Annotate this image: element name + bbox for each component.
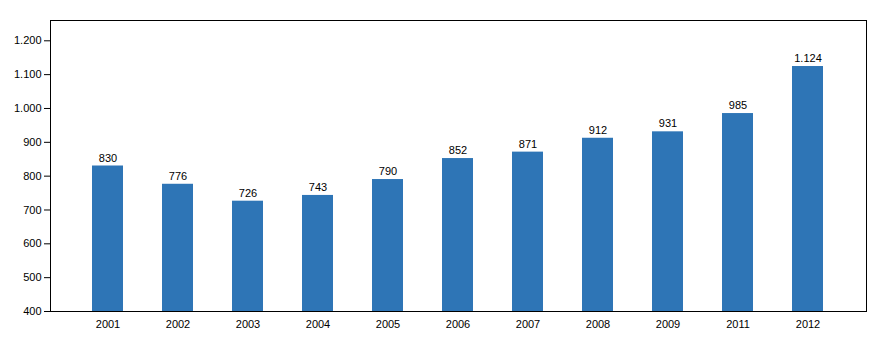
svg-text:600: 600 (23, 237, 41, 249)
svg-text:726: 726 (239, 187, 257, 199)
svg-text:2006: 2006 (446, 318, 470, 330)
svg-text:2011: 2011 (726, 318, 750, 330)
svg-text:985: 985 (729, 99, 747, 111)
svg-text:776: 776 (169, 170, 187, 182)
svg-text:700: 700 (23, 204, 41, 216)
svg-text:1.124: 1.124 (794, 52, 822, 64)
svg-text:830: 830 (99, 152, 117, 164)
svg-text:852: 852 (449, 144, 467, 156)
svg-text:2005: 2005 (376, 318, 400, 330)
svg-text:1.000: 1.000 (14, 102, 42, 114)
svg-text:743: 743 (309, 181, 327, 193)
svg-text:800: 800 (23, 170, 41, 182)
svg-text:900: 900 (23, 136, 41, 148)
svg-text:790: 790 (379, 165, 397, 177)
svg-text:2008: 2008 (586, 318, 610, 330)
svg-text:500: 500 (23, 271, 41, 283)
svg-text:2001: 2001 (96, 318, 120, 330)
svg-text:2009: 2009 (656, 318, 680, 330)
svg-text:2004: 2004 (306, 318, 330, 330)
svg-text:1.100: 1.100 (14, 68, 42, 80)
svg-text:871: 871 (519, 138, 537, 150)
svg-text:2012: 2012 (796, 318, 820, 330)
svg-text:2007: 2007 (516, 318, 540, 330)
svg-text:400: 400 (23, 305, 41, 317)
svg-text:1.200: 1.200 (14, 34, 42, 46)
svg-text:2002: 2002 (166, 318, 190, 330)
svg-text:2003: 2003 (236, 318, 260, 330)
svg-text:931: 931 (659, 117, 677, 129)
svg-text:912: 912 (589, 124, 607, 136)
